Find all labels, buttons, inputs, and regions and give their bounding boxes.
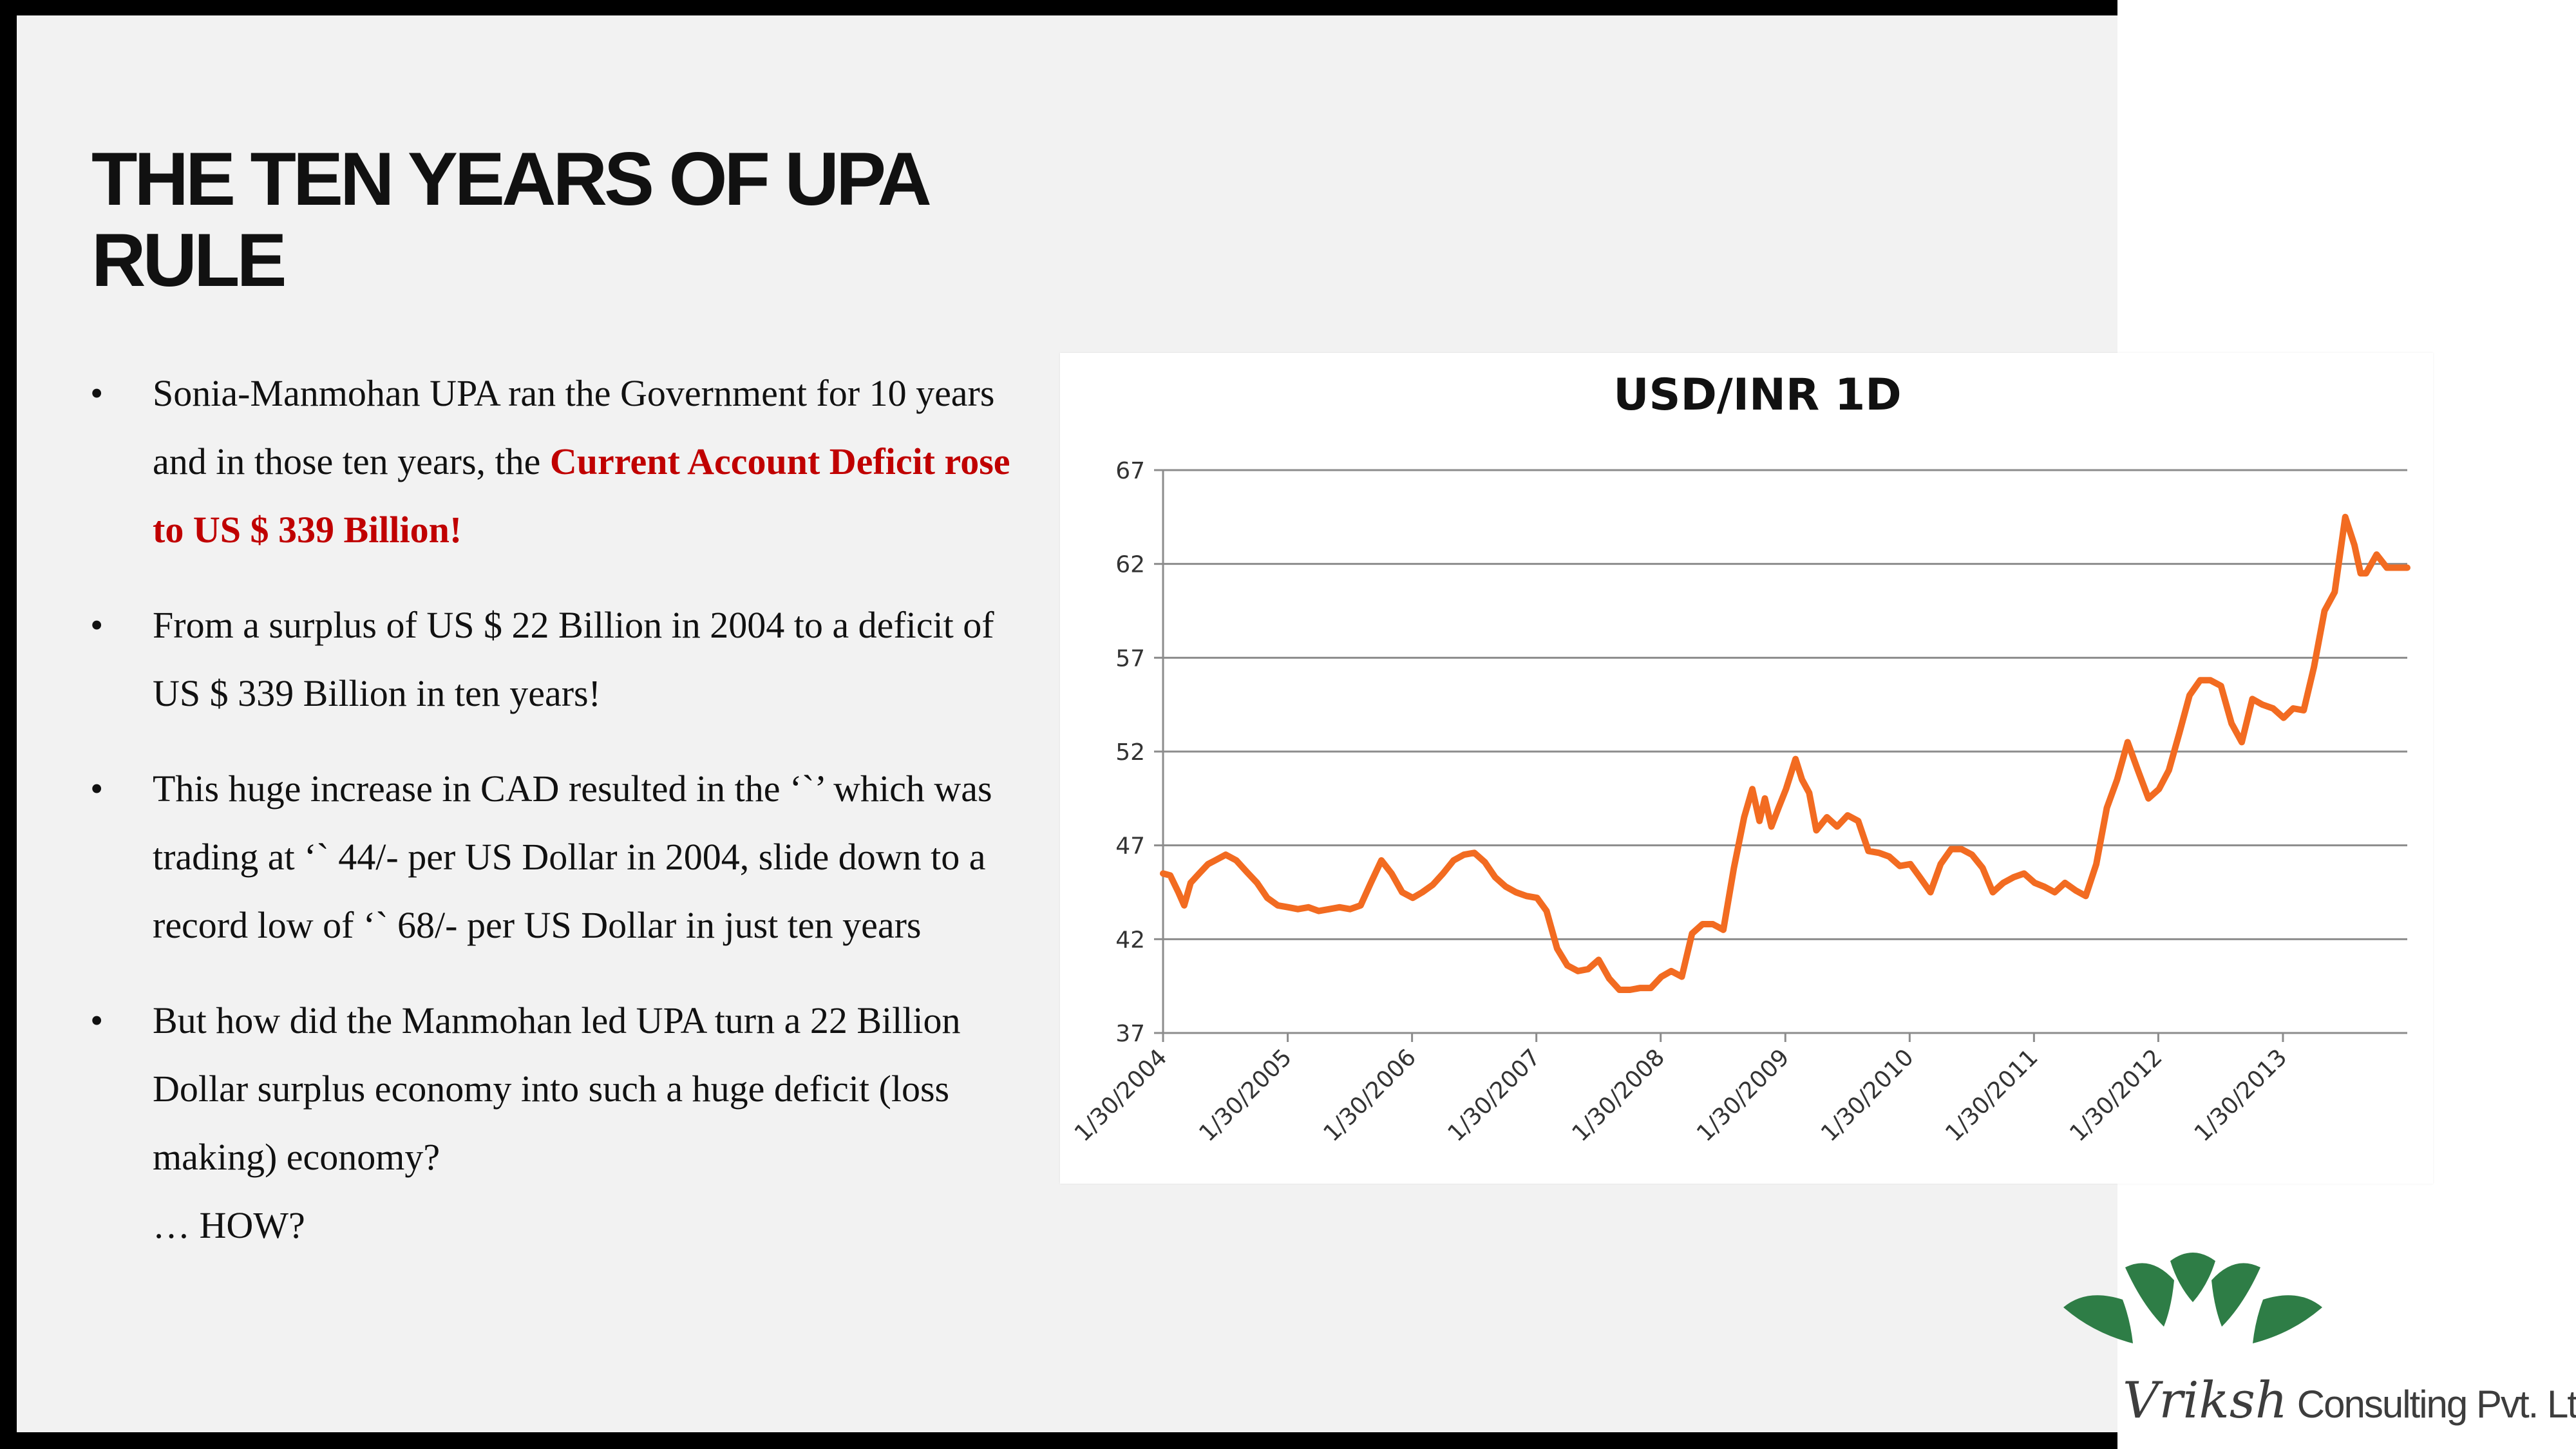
bullet-item: • From a surplus of US $ 22 Billion in 2… <box>90 591 1018 728</box>
axes <box>1162 470 2407 1034</box>
bullet-item: • This huge increase in CAD resulted in … <box>90 755 1018 960</box>
x-tick-label: 1/30/2013 <box>2190 1044 2293 1147</box>
bullet-item: • But how did the Manmohan led UPA turn … <box>90 987 1018 1260</box>
y-tick-label: 47 <box>1115 833 1145 860</box>
title-line-1: THE TEN YEARS OF UPA <box>91 137 932 221</box>
x-tick-label: 1/30/2004 <box>1070 1044 1173 1147</box>
x-tick-label: 1/30/2006 <box>1318 1044 1421 1147</box>
chart-title: USD/INR 1D <box>1613 370 1901 421</box>
usd-inr-chart: USD/INR 1D 37 42 47 52 57 62 67 1/30/2004 1/30/… <box>1060 353 2433 1184</box>
y-tick-label: 67 <box>1115 458 1145 484</box>
y-axis-ticks: 37 42 47 52 57 62 67 <box>1115 458 1145 1047</box>
x-tick-label: 1/30/2008 <box>1567 1044 1671 1147</box>
logo-wordmark: Vriksh Consulting Pvt. Ltd <box>2123 1372 2576 1430</box>
x-tick-label: 1/30/2005 <box>1194 1044 1297 1147</box>
bullet-text: Sonia-Manmohan UPA ran the Government fo… <box>153 372 995 482</box>
y-tick-label: 42 <box>1115 927 1145 953</box>
bullet-text: From a surplus of US $ 22 Billion in 200… <box>153 604 994 714</box>
vriksh-logo: Vriksh Consulting Pvt. Ltd <box>2061 1243 2576 1436</box>
x-tick-label: 1/30/2012 <box>2065 1044 2168 1147</box>
tree-canopy-logo-icon <box>2063 1253 2322 1343</box>
bullet-item: • Sonia-Manmohan UPA ran the Government … <box>90 359 1018 564</box>
title-line-2: RULE <box>91 218 287 302</box>
y-tick-label: 57 <box>1115 645 1145 672</box>
y-tick-label: 37 <box>1115 1021 1145 1047</box>
y-tick-label: 62 <box>1115 552 1145 578</box>
bullet-highlight-text: Current Account Deficit rose to US $ 339… <box>153 440 1010 551</box>
bullet-symbol: • <box>90 604 104 646</box>
bullet-symbol: • <box>90 768 104 810</box>
logo-script-text: Vriksh <box>2123 1372 2288 1430</box>
bullet-symbol: • <box>90 999 104 1041</box>
x-tick-label: 1/30/2011 <box>1940 1044 2043 1147</box>
x-axis-ticks: 1/30/2004 1/30/2005 1/30/2006 1/30/2007 1/30… <box>1070 1033 2292 1147</box>
bullet-extra-text: … HOW? <box>153 1204 305 1246</box>
x-tick-label: 1/30/2009 <box>1692 1044 1795 1147</box>
bullet-text: But how did the Manmohan led UPA turn a … <box>153 999 961 1178</box>
series-line <box>1160 513 2410 993</box>
x-tick-label: 1/30/2010 <box>1816 1044 1919 1147</box>
slide-title: THE TEN YEARS OF UPA RULE <box>91 138 1057 301</box>
bullet-symbol: • <box>90 372 104 414</box>
gridlines <box>1154 469 2407 1034</box>
y-tick-label: 52 <box>1115 739 1145 766</box>
bullet-text: This huge increase in CAD resulted in th… <box>153 768 992 946</box>
logo-company-text: Consulting Pvt. Ltd <box>2287 1383 2576 1426</box>
series-line-layer <box>1160 513 2410 993</box>
bullet-list: • Sonia-Manmohan UPA ran the Government … <box>90 359 1018 1287</box>
x-tick-label: 1/30/2007 <box>1443 1044 1546 1147</box>
